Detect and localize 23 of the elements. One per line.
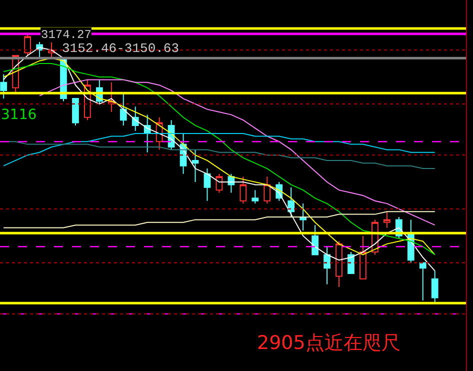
candlestick — [204, 168, 211, 202]
candlestick — [384, 211, 390, 228]
candlestick — [192, 149, 199, 182]
candlestick — [72, 98, 79, 126]
text: 2905点近在咫尺 — [257, 332, 400, 354]
candlestick — [324, 246, 330, 285]
annotation: 3152.46-3150.63 — [62, 41, 180, 56]
annotation: 3174.27 — [41, 28, 92, 42]
candlestick — [300, 203, 307, 231]
candlestick — [431, 270, 438, 304]
annotation: 3116 — [1, 107, 37, 123]
candlestick — [120, 92, 127, 126]
candlestick — [0, 74, 8, 100]
candlestick — [24, 33, 31, 56]
candlestick — [264, 176, 271, 204]
candlestick — [336, 240, 342, 288]
candlestick — [312, 224, 318, 256]
candlestick — [419, 262, 426, 301]
candlestick — [360, 235, 366, 280]
candlestick — [252, 190, 259, 204]
candlestick — [348, 252, 354, 274]
candlestick — [288, 186, 295, 218]
candlestick — [240, 176, 247, 204]
